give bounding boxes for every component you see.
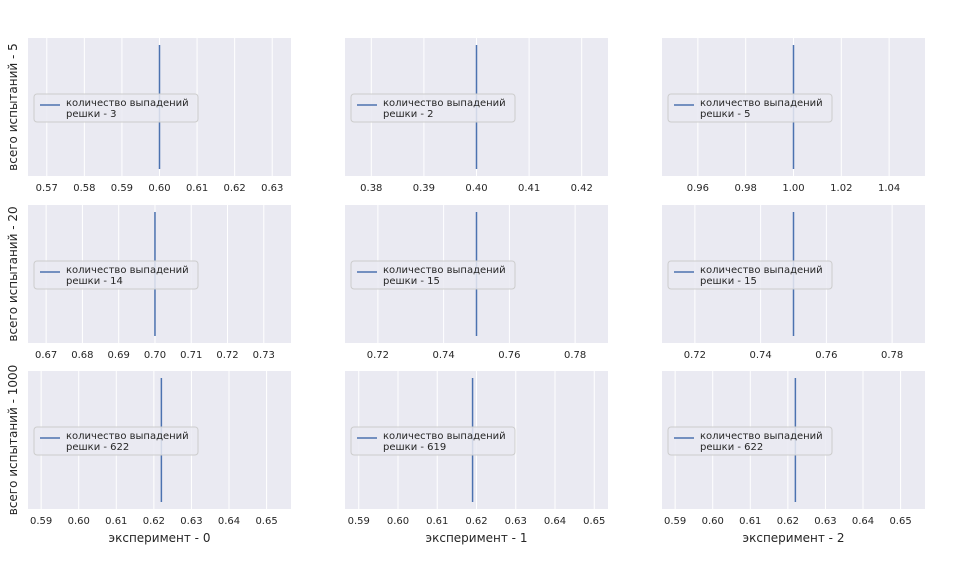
tick-label-2-2-1: 0.60 [702,516,724,527]
legend-label-line1-0-2: количество выпадений [700,98,823,109]
tick-label-2-2-4: 0.63 [814,516,836,527]
legend-box-2-2 [667,426,833,456]
row-label-2: всего испытаний - 1000 [6,365,20,516]
tick-label-0-0-2: 0.59 [111,183,133,194]
tick-label-2-0-0: 0.59 [30,516,52,527]
legend-label-line1-0-1: количество выпадений [383,98,506,109]
legend-label-line2-2-2: решки - 622 [700,442,763,453]
tick-label-1-1-3: 0.78 [564,350,586,361]
tick-label-0-1-3: 0.41 [518,183,540,194]
tick-label-0-2-0: 0.96 [687,183,709,194]
legend-label-line2-1-0: решки - 14 [66,276,123,287]
legend-box-0-1 [350,93,516,123]
tick-label-2-1-0: 0.59 [348,516,370,527]
legend-label-line2-1-2: решки - 15 [700,276,757,287]
legend-box-1-1 [350,260,516,290]
tick-label-2-2-6: 0.65 [889,516,911,527]
tick-label-1-0-4: 0.71 [180,350,202,361]
tick-label-1-0-0: 0.67 [35,350,57,361]
legend-label-line1-0-0: количество выпадений [66,98,189,109]
legend-label-line1-2-0: количество выпадений [66,431,189,442]
tick-label-1-1-0: 0.72 [367,350,389,361]
tick-label-0-2-4: 1.04 [878,183,900,194]
tick-label-1-1-2: 0.76 [498,350,520,361]
tick-label-1-2-1: 0.74 [749,350,771,361]
legend-label-line2-2-1: решки - 619 [383,442,446,453]
legend-label-line2-0-2: решки - 5 [700,109,751,120]
tick-label-0-1-4: 0.42 [571,183,593,194]
tick-label-1-0-3: 0.70 [144,350,166,361]
col-label-1: эксперимент - 1 [426,531,528,545]
legend-label-line2-0-0: решки - 3 [66,109,117,120]
tick-label-2-0-3: 0.62 [143,516,165,527]
tick-label-2-1-4: 0.63 [505,516,527,527]
tick-label-2-0-1: 0.60 [68,516,90,527]
tick-label-1-0-1: 0.68 [71,350,93,361]
tick-label-2-0-2: 0.61 [105,516,127,527]
legend-box-0-2 [667,93,833,123]
tick-label-2-0-5: 0.64 [218,516,240,527]
tick-label-2-2-2: 0.61 [739,516,761,527]
tick-label-0-0-3: 0.60 [148,183,170,194]
tick-label-2-1-3: 0.62 [465,516,487,527]
tick-label-2-0-6: 0.65 [255,516,277,527]
legend-label-line1-1-0: количество выпадений [66,265,189,276]
tick-label-1-1-1: 0.74 [432,350,454,361]
tick-label-2-2-3: 0.62 [777,516,799,527]
row-label-0: всего испытаний - 5 [6,43,20,171]
col-label-2: эксперимент - 2 [743,531,845,545]
tick-label-2-1-6: 0.65 [583,516,605,527]
tick-label-2-2-5: 0.64 [852,516,874,527]
tick-label-2-2-0: 0.59 [664,516,686,527]
legend-box-1-0 [33,260,199,290]
legend-label-line1-2-1: количество выпадений [383,431,506,442]
tick-label-0-0-6: 0.63 [261,183,283,194]
tick-label-1-2-0: 0.72 [684,350,706,361]
tick-label-1-2-3: 0.78 [881,350,903,361]
tick-label-1-0-2: 0.69 [108,350,130,361]
legend-box-1-2 [667,260,833,290]
tick-label-0-2-1: 0.98 [735,183,757,194]
legend-label-line1-2-2: количество выпадений [700,431,823,442]
tick-label-0-2-2: 1.00 [782,183,804,194]
tick-label-2-0-4: 0.63 [180,516,202,527]
legend-box-2-0 [33,426,199,456]
tick-label-2-1-5: 0.64 [544,516,566,527]
col-label-0: эксперимент - 0 [109,531,211,545]
row-label-1: всего испытаний - 20 [6,206,20,341]
tick-label-0-2-3: 1.02 [830,183,852,194]
legend-label-line1-1-1: количество выпадений [383,265,506,276]
tick-label-0-0-0: 0.57 [36,183,58,194]
tick-label-1-2-2: 0.76 [815,350,837,361]
legend-label-line2-1-1: решки - 15 [383,276,440,287]
tick-label-0-0-5: 0.62 [224,183,246,194]
tick-label-2-1-2: 0.61 [426,516,448,527]
legend-box-2-1 [350,426,516,456]
tick-label-2-1-1: 0.60 [387,516,409,527]
tick-label-0-1-1: 0.39 [413,183,435,194]
tick-label-1-0-5: 0.72 [216,350,238,361]
tick-label-1-0-6: 0.73 [253,350,275,361]
tick-label-0-0-4: 0.61 [186,183,208,194]
legend-label-line1-1-2: количество выпадений [700,265,823,276]
tick-label-0-0-1: 0.58 [73,183,95,194]
legend-box-0-0 [33,93,199,123]
legend-label-line2-0-1: решки - 2 [383,109,434,120]
tick-label-0-1-0: 0.38 [360,183,382,194]
tick-label-0-1-2: 0.40 [465,183,487,194]
legend-label-line2-2-0: решки - 622 [66,442,129,453]
